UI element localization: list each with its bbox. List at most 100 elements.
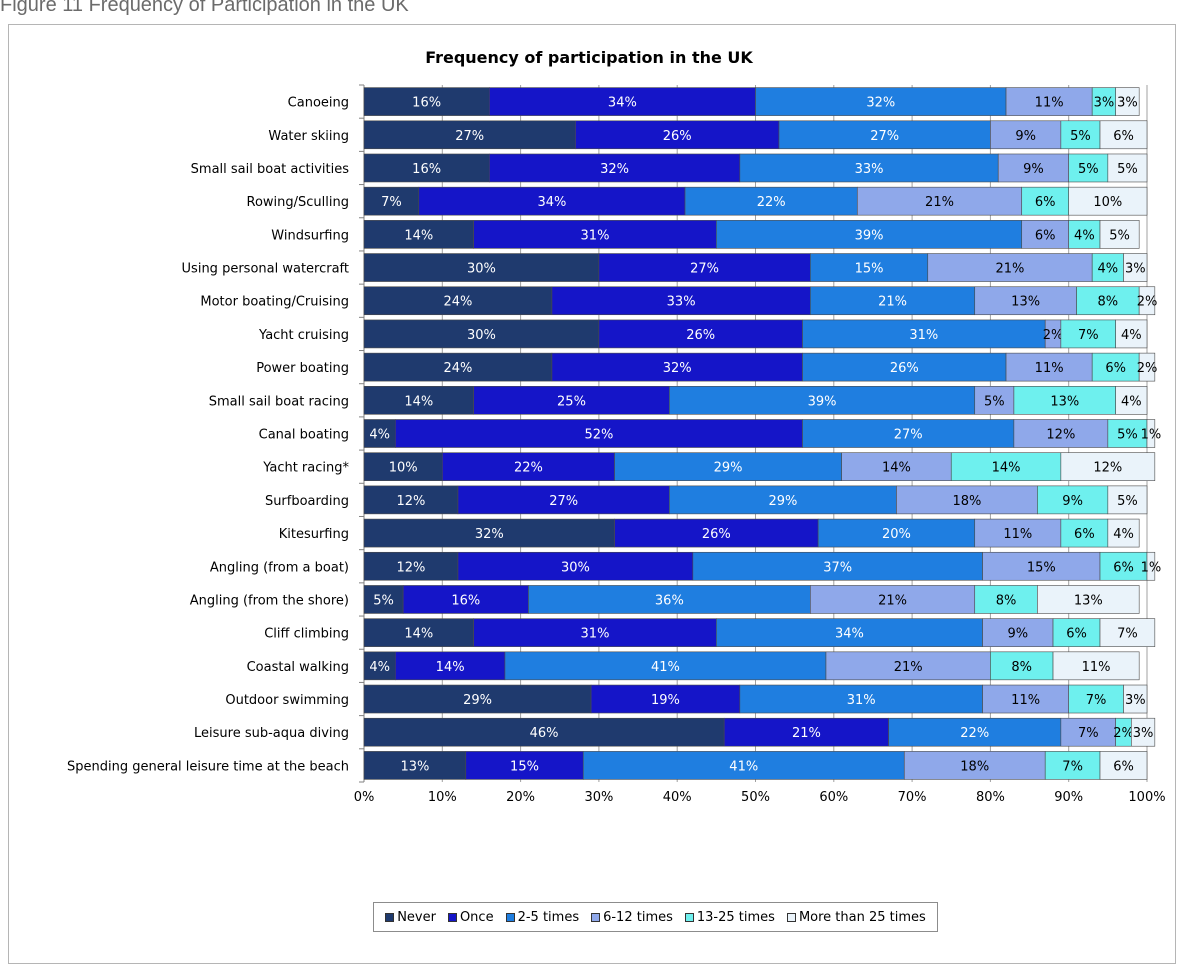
- bar-segment: [755, 87, 1007, 116]
- bar-segment: [1068, 220, 1101, 249]
- data-label: 9%: [1023, 162, 1044, 177]
- data-label: 34%: [835, 627, 864, 642]
- data-label: 39%: [855, 228, 884, 243]
- bar-segment: [402, 585, 529, 614]
- data-label: 21%: [996, 262, 1025, 277]
- figure-caption: Figure 11 Frequency of Participation in …: [0, 0, 409, 16]
- data-label: 13%: [400, 759, 429, 774]
- bar-segment: [363, 220, 474, 249]
- bar-segment: [990, 120, 1062, 150]
- data-label: 12%: [397, 494, 426, 509]
- data-label: 13%: [1074, 593, 1103, 608]
- bar-segment: [1099, 120, 1148, 150]
- data-label: 3%: [1133, 726, 1154, 741]
- bar-segment: [488, 153, 741, 183]
- data-label: 3%: [1094, 96, 1115, 111]
- data-label: 3%: [1117, 96, 1138, 111]
- data-label: 12%: [1046, 428, 1075, 443]
- data-label: 11%: [1003, 527, 1032, 542]
- x-tick-label: 80%: [976, 790, 1005, 805]
- data-label: 34%: [537, 195, 566, 210]
- chart-legend: Never Once 2-5 times 6-12 times 13-25 times M…: [373, 902, 938, 932]
- data-label: 26%: [702, 527, 731, 542]
- data-label: 9%: [1062, 494, 1083, 509]
- category-label: Kitesurfing: [279, 527, 349, 542]
- bar-segment: [614, 518, 819, 548]
- data-label: 11%: [1035, 361, 1064, 376]
- category-label: Leisure sub-aqua diving: [194, 726, 349, 741]
- data-label: 29%: [768, 494, 797, 509]
- x-tick-label: 30%: [584, 790, 613, 805]
- data-label: 30%: [561, 560, 590, 575]
- bar-segment: [363, 319, 600, 349]
- data-label: 4%: [1121, 328, 1142, 343]
- bar-segment: [1060, 120, 1101, 150]
- data-label: 41%: [651, 660, 680, 675]
- data-label: 22%: [514, 461, 543, 476]
- data-label: 26%: [890, 361, 919, 376]
- legend-label: More than 25 times: [798, 909, 926, 925]
- bar-segment: [1052, 651, 1140, 681]
- bar-segment: [817, 518, 976, 548]
- data-label: 4%: [1098, 262, 1119, 277]
- data-label: 16%: [412, 162, 441, 177]
- data-label: 4%: [369, 428, 390, 443]
- data-label: 32%: [475, 527, 504, 542]
- bar-segment: [1107, 153, 1148, 183]
- x-tick-label: 100%: [1128, 790, 1165, 805]
- category-label: Rowing/Sculling: [247, 195, 349, 210]
- bar-segment: [739, 684, 983, 714]
- bar-segment: [363, 717, 725, 747]
- data-label: 5%: [1117, 494, 1138, 509]
- category-label: Water skiing: [268, 129, 349, 144]
- bar-segment: [669, 485, 897, 515]
- data-label: 21%: [792, 726, 821, 741]
- bar-segment: [974, 585, 1038, 614]
- bar-segment: [1107, 485, 1148, 515]
- bar-segment: [363, 518, 615, 548]
- category-label: Small sail boat racing: [209, 394, 349, 409]
- data-label: 9%: [1007, 627, 1028, 642]
- bar-segment: [982, 684, 1070, 714]
- x-tick-label: 50%: [741, 790, 770, 805]
- bar-segment: [1123, 253, 1148, 282]
- bar-segment: [418, 186, 686, 216]
- bar-segment: [841, 452, 952, 481]
- x-tick-label: 10%: [428, 790, 457, 805]
- bar-segment: [997, 153, 1069, 183]
- data-label: 2%: [1043, 328, 1064, 343]
- data-label: 6%: [1074, 527, 1095, 542]
- bar-segment: [888, 717, 1062, 747]
- data-label: 39%: [808, 394, 837, 409]
- data-label: 6%: [1066, 627, 1087, 642]
- data-label: 31%: [847, 693, 876, 708]
- legend-label: Never: [397, 909, 436, 925]
- data-label: 22%: [757, 195, 786, 210]
- data-label: 3%: [1125, 693, 1146, 708]
- bar-segment: [1123, 684, 1148, 714]
- bar-segment: [488, 87, 756, 116]
- bar-segment: [1115, 87, 1140, 116]
- data-label: 18%: [960, 759, 989, 774]
- data-label: 21%: [878, 593, 907, 608]
- bar-segment: [363, 386, 474, 415]
- bar-segment: [1068, 153, 1109, 183]
- bar-segment: [363, 651, 396, 681]
- data-label: 32%: [866, 96, 895, 111]
- bar-segment: [974, 518, 1062, 548]
- category-label: Using personal watercraft: [182, 262, 349, 277]
- data-label: 13%: [1050, 394, 1079, 409]
- data-label: 24%: [444, 295, 473, 310]
- data-label: 5%: [1070, 129, 1091, 144]
- legend-swatch: [385, 912, 395, 922]
- bar-segment: [778, 120, 991, 150]
- bar-segment: [716, 220, 1023, 249]
- bar-segment: [363, 153, 490, 183]
- data-label: 30%: [467, 328, 496, 343]
- category-label: Outdoor swimming: [225, 693, 349, 708]
- data-label: 33%: [667, 295, 696, 310]
- bar-segment: [1099, 618, 1156, 647]
- data-label: 21%: [925, 195, 954, 210]
- legend-swatch: [684, 912, 694, 922]
- bar-segment: [614, 452, 842, 481]
